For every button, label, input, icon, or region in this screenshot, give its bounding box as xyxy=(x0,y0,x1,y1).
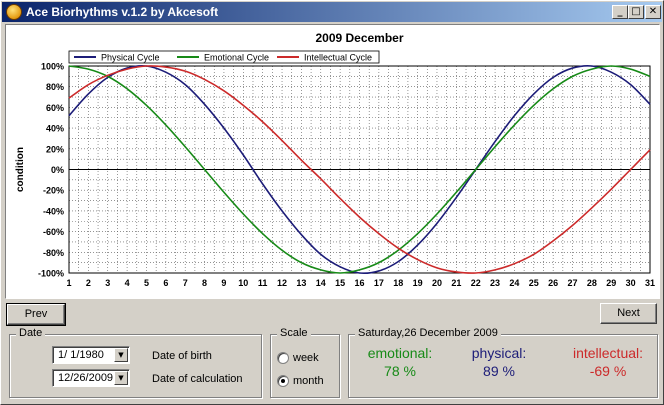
x-tick-label: 9 xyxy=(221,278,226,288)
x-tick-label: 29 xyxy=(606,278,616,288)
x-tick-label: 21 xyxy=(451,278,461,288)
scale-group-title: Scale xyxy=(277,327,311,339)
y-tick-label: -40% xyxy=(43,206,64,216)
x-tick-label: 31 xyxy=(645,278,655,288)
x-tick-label: 25 xyxy=(529,278,539,288)
x-tick-label: 18 xyxy=(393,278,403,288)
results-group: Saturday,26 December 2009 emotional: 78 … xyxy=(348,327,658,398)
physical-label: physical: xyxy=(471,345,527,361)
birth-date-value: 1/ 1/1980 xyxy=(58,349,104,361)
app-logo-icon[interactable] xyxy=(6,4,22,20)
x-tick-label: 14 xyxy=(316,278,326,288)
calc-date-label: Date of calculation xyxy=(152,373,243,385)
y-tick-label: 0% xyxy=(51,165,64,175)
month-label[interactable]: month xyxy=(293,375,324,387)
y-tick-label: 100% xyxy=(41,62,64,72)
chart-title: 2009 December xyxy=(315,31,403,45)
x-tick-label: 12 xyxy=(277,278,287,288)
maximize-button[interactable]: □ xyxy=(628,5,644,19)
close-button[interactable]: ✕ xyxy=(645,5,661,19)
x-tick-label: 19 xyxy=(413,278,423,288)
y-tick-label: 20% xyxy=(46,144,64,154)
chart-legend: Physical Cycle Emotional Cycle Intellectua… xyxy=(68,50,380,64)
x-tick-label: 8 xyxy=(202,278,207,288)
series-line-1 xyxy=(68,64,651,275)
x-tick-label: 6 xyxy=(163,278,168,288)
x-tick-label: 4 xyxy=(125,278,130,288)
x-tick-label: 28 xyxy=(587,278,597,288)
week-radio[interactable] xyxy=(277,352,289,364)
title-bar[interactable]: Ace Biorhythms v.1.2 by Akcesoft _ □ ✕ xyxy=(2,2,662,22)
week-label[interactable]: week xyxy=(293,352,319,364)
y-tick-label: -80% xyxy=(43,248,64,258)
y-tick-label: -60% xyxy=(43,227,64,237)
legend-entry: Physical Cycle xyxy=(101,53,160,63)
calc-date-dropdown-icon[interactable]: ▼ xyxy=(114,371,128,385)
x-tick-label: 26 xyxy=(548,278,558,288)
birth-date-label: Date of birth xyxy=(152,350,212,362)
calc-date-value: 12/26/2009 xyxy=(58,372,114,384)
y-tick-label: 80% xyxy=(46,82,64,92)
x-tick-label: 15 xyxy=(335,278,345,288)
x-tick-label: 10 xyxy=(238,278,248,288)
series-line-2 xyxy=(68,65,651,274)
birth-date-dropdown-icon[interactable]: ▼ xyxy=(114,348,128,362)
x-tick-label: 13 xyxy=(296,278,306,288)
x-tick-label: 5 xyxy=(144,278,149,288)
emotional-value: 78 % xyxy=(384,363,416,379)
birth-date-picker[interactable]: 1/ 1/1980 ▼ xyxy=(52,346,130,364)
grid-lines xyxy=(68,65,651,274)
legend-entry: Emotional Cycle xyxy=(204,53,269,63)
next-button[interactable]: Next xyxy=(600,303,657,324)
y-tick-label: -20% xyxy=(43,186,64,196)
window-title: Ace Biorhythms v.1.2 by Akcesoft xyxy=(26,5,219,19)
legend-entry: Intellectual Cycle xyxy=(304,53,372,63)
x-tick-label: 24 xyxy=(509,278,519,288)
month-radio[interactable] xyxy=(277,375,289,387)
series-line-3 xyxy=(68,65,651,274)
intellectual-label: intellectual: xyxy=(572,345,644,361)
x-tick-label: 1 xyxy=(66,278,71,288)
minimize-button[interactable]: _ xyxy=(612,5,628,19)
x-tick-label: 3 xyxy=(105,278,110,288)
x-tick-label: 23 xyxy=(490,278,500,288)
x-tick-label: 20 xyxy=(432,278,442,288)
x-tick-label: 11 xyxy=(258,278,268,288)
calc-date-picker[interactable]: 12/26/2009 ▼ xyxy=(52,369,130,387)
emotional-label: emotional: xyxy=(367,345,433,361)
intellectual-value: -69 % xyxy=(589,363,627,379)
legend-box xyxy=(68,50,380,64)
x-tick-label: 7 xyxy=(183,278,188,288)
date-group: Date 1/ 1/1980 ▼ Date of birth 12/26/200… xyxy=(9,327,262,398)
results-group-title: Saturday,26 December 2009 xyxy=(355,327,501,339)
y-tick-label: -100% xyxy=(38,269,64,279)
biorhythm-chart: 2009 December condition 100% 80% 60% 40% 20% 0%… xyxy=(15,31,655,288)
y-axis-label: condition xyxy=(15,147,26,192)
x-tick-label: 27 xyxy=(568,278,578,288)
y-tick-label: 60% xyxy=(46,103,64,113)
x-tick-label: 2 xyxy=(86,278,91,288)
biorhythm-chart-panel: 2009 December condition 100% 80% 60% 40% 20% 0%… xyxy=(5,24,660,299)
prev-button[interactable]: Prev xyxy=(6,303,66,326)
x-tick-label: 22 xyxy=(471,278,481,288)
physical-value: 89 % xyxy=(483,363,515,379)
x-tick-label: 30 xyxy=(626,278,636,288)
date-group-title: Date xyxy=(16,327,46,339)
x-tick-label: 17 xyxy=(374,278,384,288)
x-tick-label: 16 xyxy=(354,278,364,288)
y-tick-label: 40% xyxy=(46,124,64,134)
scale-group: Scale week month xyxy=(270,327,340,398)
